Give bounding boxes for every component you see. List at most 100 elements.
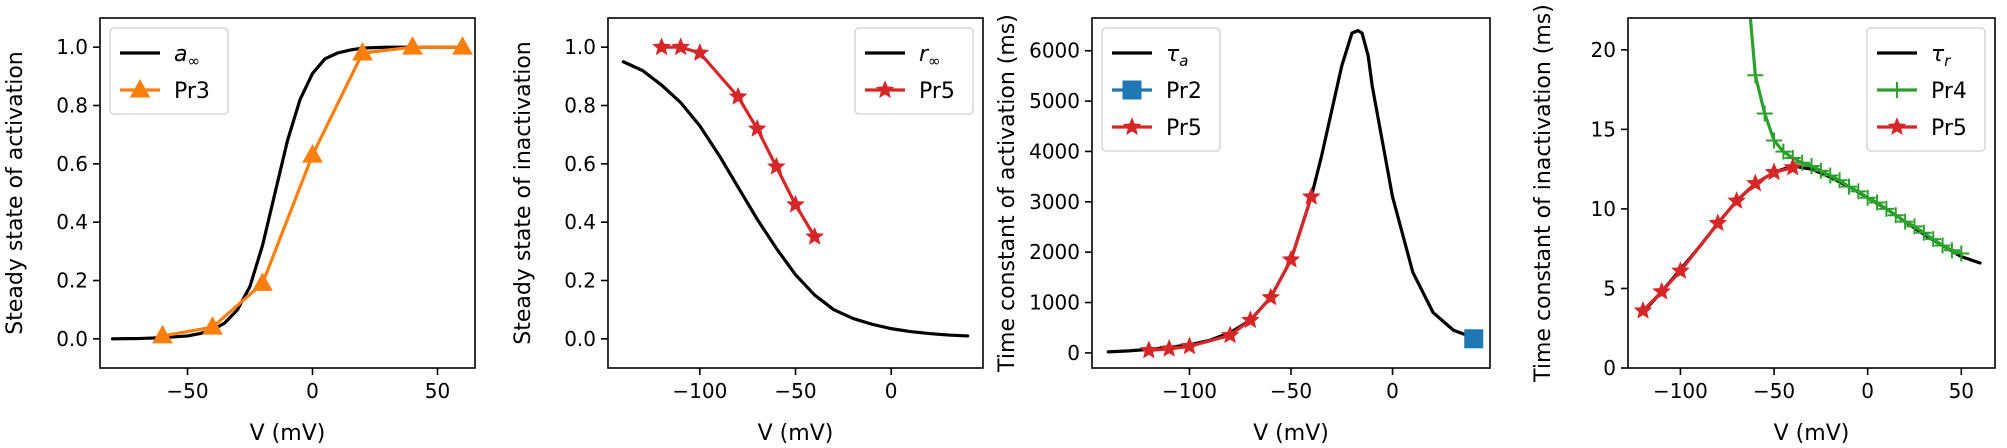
chart-panel-3: −100 −50 0 0 1000 2000 3000 4000 5000 6000 V (mV) T… (995, 14, 1491, 446)
x-axis-label: V (mV) (250, 421, 326, 446)
legend-frame (854, 27, 974, 115)
data-point (1220, 325, 1240, 344)
plot-area (1106, 28, 1484, 359)
series-r∞ (621, 60, 970, 338)
data-point (1159, 339, 1179, 357)
y-tick-label: 15 (1591, 117, 1616, 141)
data-point (1803, 157, 1820, 174)
legend-marker (875, 80, 895, 98)
legend-label: r∞ (919, 42, 941, 70)
legend-label-main: a (174, 42, 187, 67)
x-tick-label: −50 (1270, 379, 1312, 403)
series-pr4 (1747, 18, 1970, 262)
y-tick-label: 1000 (1029, 291, 1080, 315)
x-axis-label: V (mV) (1774, 421, 1850, 446)
legend-item-τa: τa (1112, 42, 1188, 70)
x-tick-label: −50 (774, 379, 816, 403)
y-axis-label: Time constant of activation (ms) (995, 14, 1020, 373)
data-point (728, 86, 748, 105)
data-point (1822, 167, 1839, 184)
y-axis-label: Steady state of activation (3, 51, 28, 334)
legend: τr Pr4 Pr5 (1866, 27, 1986, 152)
y-tick-label: 3000 (1029, 190, 1080, 214)
legend-label: τa (1166, 42, 1188, 70)
legend: a∞ Pr3 (109, 27, 229, 115)
data-point (302, 144, 323, 163)
legend-frame (109, 27, 229, 115)
data-point (767, 156, 786, 175)
series-pr5 (1139, 186, 1321, 359)
series-line (621, 60, 970, 338)
y-tick-label: 10 (1591, 197, 1616, 221)
y-tick-label: 0.8 (56, 94, 88, 118)
data-point (1261, 287, 1281, 306)
data-point (1301, 186, 1321, 205)
data-point (1727, 191, 1746, 209)
legend-item-pr4: Pr4 (1877, 79, 1967, 104)
legend-label: Pr3 (174, 79, 210, 104)
x-tick-label: 0 (885, 379, 898, 403)
data-point (1747, 67, 1764, 84)
data-point (152, 324, 173, 344)
data-point (1464, 329, 1484, 349)
legend-label-main: τ (1931, 42, 1945, 67)
data-point (805, 226, 824, 245)
legend-marker (1122, 117, 1142, 135)
series-pr3 (152, 36, 473, 344)
legend-label: Pr5 (919, 79, 955, 104)
legend-label: Pr2 (1166, 79, 1202, 104)
legend-item-pr5: Pr5 (1112, 116, 1202, 141)
data-point (786, 194, 805, 213)
data-point (1775, 143, 1792, 160)
data-point (1831, 172, 1848, 189)
x-axis-label: V (mV) (1253, 421, 1329, 446)
legend-label-main: τ (1166, 42, 1180, 67)
legend-label: Pr5 (1931, 116, 1967, 141)
plot-frame (1091, 17, 1491, 369)
y-tick-label: 1.0 (564, 35, 596, 59)
data-point (1812, 162, 1829, 179)
legend-label-sub: ∞ (187, 52, 200, 70)
data-point (1756, 105, 1773, 122)
legend-marker (1887, 117, 1907, 135)
legend: r∞ Pr5 (854, 27, 974, 115)
y-tick-label: 0.0 (56, 327, 88, 351)
legend-marker (129, 78, 151, 98)
series-pr5 (652, 37, 824, 245)
x-tick-label: −50 (1753, 379, 1795, 403)
data-point (252, 272, 273, 291)
data-point (1180, 336, 1199, 355)
data-point (1633, 300, 1653, 319)
data-point (1745, 173, 1765, 192)
x-tick-label: 50 (1949, 379, 1974, 403)
x-tick-label: −100 (1653, 379, 1708, 403)
plot-frame (607, 17, 984, 369)
y-tick-label: 1.0 (56, 35, 88, 59)
y-tick-label: 4000 (1029, 139, 1080, 163)
series-a∞ (110, 45, 465, 341)
data-point (1869, 194, 1886, 211)
y-tick-label: 0.2 (56, 269, 88, 293)
y-tick-label: 0.0 (564, 327, 596, 351)
data-point (1915, 224, 1932, 241)
data-point (1840, 178, 1857, 195)
series-line (110, 45, 465, 341)
chart-panel-2: −100 −50 0 0.0 0.2 0.4 0.6 0.8 1.0 V (mV) Steady s… (511, 17, 984, 446)
series-pr2 (1464, 329, 1484, 349)
y-axis-label: Steady state of inactivation (511, 41, 536, 345)
data-point (1850, 183, 1867, 200)
legend-marker (1889, 82, 1905, 98)
data-point (1953, 245, 1970, 262)
legend-label-sub: a (1179, 52, 1188, 70)
plot-frame (99, 17, 476, 369)
x-tick-label: 0 (1861, 379, 1874, 403)
x-tick-label: 0 (1386, 379, 1399, 403)
y-tick-label: 0.4 (564, 210, 596, 234)
y-tick-label: 5 (1603, 276, 1616, 300)
data-point (202, 316, 223, 335)
data-point (402, 36, 423, 55)
data-point (1925, 231, 1942, 248)
legend-label-sub: ∞ (928, 52, 941, 70)
series-pr5 (1633, 157, 1803, 319)
y-tick-label: 0 (1067, 341, 1080, 365)
